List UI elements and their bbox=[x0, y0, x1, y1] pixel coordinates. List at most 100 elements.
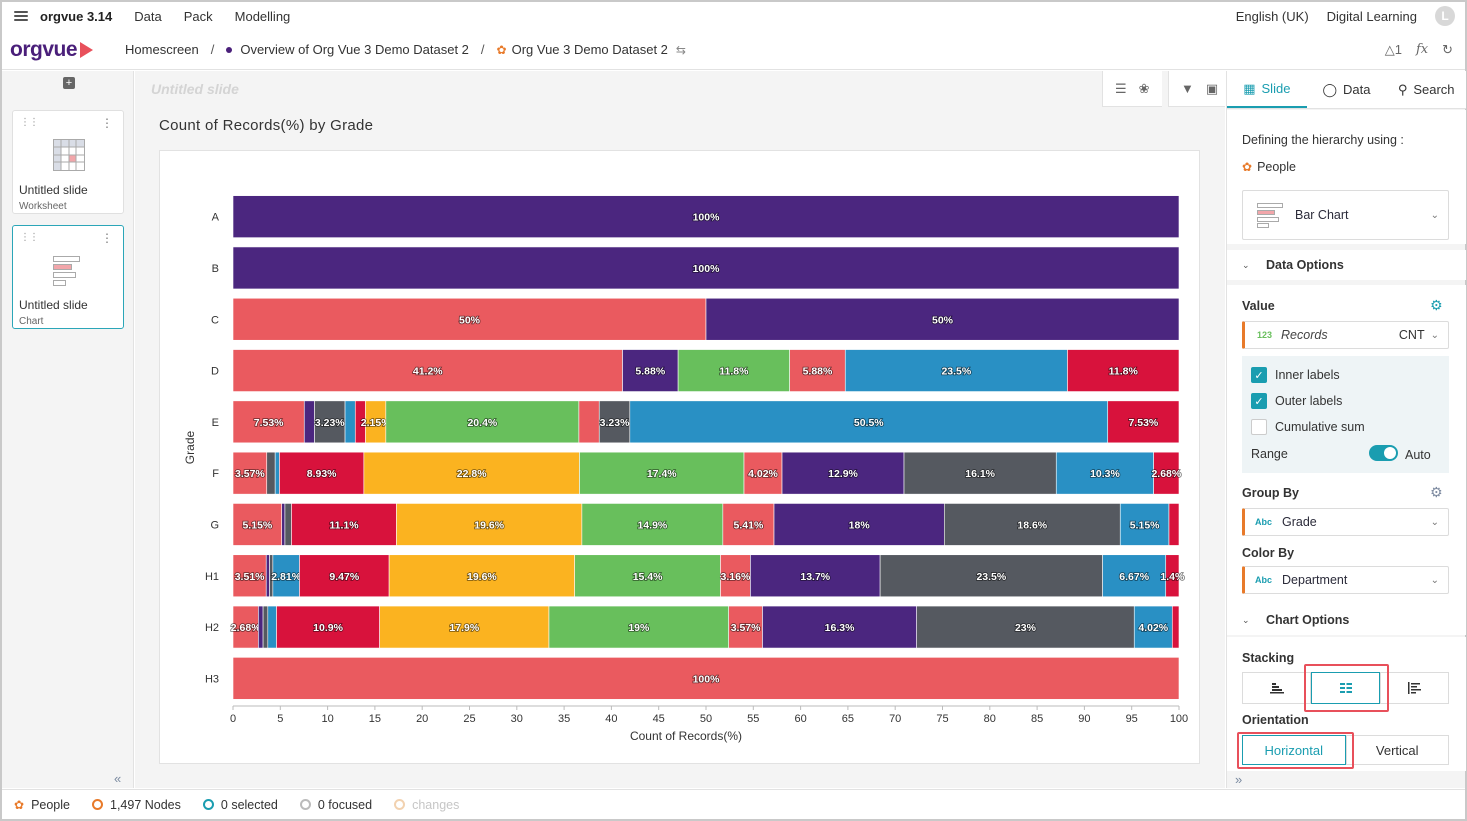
range-auto-toggle[interactable] bbox=[1369, 445, 1398, 461]
tab-data[interactable]: ◯ Data bbox=[1322, 81, 1371, 98]
filter-icon[interactable]: ▼ bbox=[1181, 81, 1194, 96]
inner-labels-checkbox[interactable]: ✓ Inner labels bbox=[1251, 367, 1340, 383]
avatar[interactable]: L bbox=[1435, 6, 1455, 26]
palette-icon[interactable]: ❀ bbox=[1138, 80, 1150, 96]
stacking-stacked-button[interactable] bbox=[1380, 672, 1449, 704]
pack-dot-icon bbox=[226, 46, 233, 53]
people-paw-icon: ✿ bbox=[496, 42, 507, 57]
orientation-vertical-button[interactable]: Vertical bbox=[1345, 735, 1449, 765]
bar-segment bbox=[677, 349, 790, 392]
outer-labels-checkbox[interactable]: ✓ Outer labels bbox=[1251, 393, 1342, 409]
bar-segment bbox=[232, 451, 268, 495]
status-selected[interactable]: 0 selected bbox=[202, 798, 278, 812]
orientation-horizontal-button[interactable]: Horizontal bbox=[1242, 735, 1346, 765]
bar-segment bbox=[773, 503, 945, 546]
people-paw-icon: ✿ bbox=[1242, 160, 1253, 174]
color-by-select[interactable]: Abc Department ⌄ bbox=[1242, 566, 1449, 594]
panel-icon[interactable]: ▣ bbox=[1205, 80, 1219, 96]
bar-segment bbox=[274, 451, 280, 495]
value-settings-gear-icon[interactable]: ⚙ bbox=[1430, 297, 1443, 313]
orgvue-logo[interactable]: orgvue bbox=[10, 38, 94, 62]
sync-icon[interactable]: ↻ bbox=[1442, 41, 1453, 57]
menu-pack[interactable]: Pack bbox=[183, 8, 213, 24]
y-tick-label: H3 bbox=[205, 673, 219, 685]
x-tick-label: 60 bbox=[794, 713, 806, 725]
y-tick-label: H1 bbox=[205, 571, 219, 583]
breadcrumb-dataset[interactable]: Org Vue 3 Demo Dataset 2 bbox=[511, 42, 668, 57]
kebab-menu-icon[interactable]: ⋮ bbox=[101, 116, 113, 130]
value-field: Records bbox=[1281, 328, 1328, 342]
language-selector[interactable]: English (UK) bbox=[1235, 8, 1309, 24]
bar-segment bbox=[781, 451, 905, 495]
focused-icon bbox=[299, 799, 311, 810]
expand-right-icon[interactable]: » bbox=[1235, 772, 1243, 787]
menu-modelling[interactable]: Modelling bbox=[234, 8, 291, 24]
data-label: 19.6% bbox=[474, 519, 504, 531]
data-label: 5.15% bbox=[242, 519, 272, 531]
node-count-icon[interactable]: △1 bbox=[1384, 41, 1402, 57]
slide-type: Chart bbox=[19, 316, 44, 327]
data-label: 2.81% bbox=[271, 571, 301, 583]
status-changes[interactable]: changes bbox=[394, 798, 459, 812]
formula-icon[interactable]: fx bbox=[1415, 41, 1429, 57]
bar-segment bbox=[258, 605, 264, 649]
slide-thumb-chart[interactable]: ⋮⋮ ⋮ Untitled slide Chart bbox=[12, 225, 124, 329]
slide-title: Untitled slide bbox=[19, 183, 88, 197]
tab-slide[interactable]: ▦ Slide bbox=[1227, 71, 1307, 108]
slide-thumb-worksheet[interactable]: ⋮⋮ ⋮ Untitled slide Worksheet bbox=[12, 110, 124, 214]
status-nodes[interactable]: 1,497 Nodes bbox=[92, 798, 181, 812]
stacking-percent-button[interactable] bbox=[1311, 672, 1380, 704]
menu-data[interactable]: Data bbox=[134, 8, 162, 24]
workspace-name[interactable]: Digital Learning bbox=[1326, 8, 1417, 24]
bar-segment bbox=[629, 400, 1109, 444]
status-focused[interactable]: 0 focused bbox=[299, 798, 372, 812]
data-label: 9.47% bbox=[329, 571, 359, 583]
group-by-select[interactable]: Abc Grade ⌄ bbox=[1242, 508, 1449, 536]
group-by-settings-gear-icon[interactable]: ⚙ bbox=[1430, 484, 1443, 500]
chart-title: Count of Records(%) by Grade bbox=[159, 117, 374, 134]
status-dataset[interactable]: ✿ People bbox=[14, 797, 70, 812]
data-label: 15.4% bbox=[633, 571, 663, 583]
drag-handle-icon[interactable]: ⋮⋮ bbox=[20, 232, 39, 243]
data-label: 17.4% bbox=[647, 468, 677, 480]
kebab-menu-icon[interactable]: ⋮ bbox=[101, 231, 113, 245]
tab-search[interactable]: ⚲ Search bbox=[1397, 81, 1455, 98]
y-tick-label: E bbox=[212, 417, 219, 429]
bar-segment bbox=[266, 451, 276, 495]
data-label: 3.23% bbox=[600, 417, 630, 429]
view-toolbar: ☰ ❀ bbox=[1102, 71, 1162, 107]
breadcrumb-home[interactable]: Homescreen bbox=[125, 42, 199, 57]
collapse-left-icon[interactable]: « bbox=[114, 771, 122, 786]
chart-tab-icon: ▦ bbox=[1243, 80, 1256, 96]
data-label: 2.15% bbox=[361, 417, 391, 429]
drag-handle-icon[interactable]: ⋮⋮ bbox=[20, 117, 39, 128]
cumulative-sum-checkbox[interactable]: Cumulative sum bbox=[1251, 419, 1365, 435]
chart-options-header[interactable]: ⌄ Chart Options bbox=[1227, 605, 1466, 635]
bar-segment bbox=[279, 451, 365, 495]
y-tick-label: B bbox=[212, 263, 219, 275]
selected-icon bbox=[202, 799, 214, 810]
data-label: 16.1% bbox=[965, 468, 995, 480]
chart-type-select[interactable]: Bar Chart ⌄ bbox=[1242, 190, 1449, 240]
data-options-header[interactable]: ⌄ Data Options bbox=[1227, 250, 1466, 280]
breadcrumb: orgvue Homescreen / Overview of Org Vue … bbox=[2, 30, 1465, 70]
bar-segment bbox=[379, 605, 550, 649]
hierarchy-value: ✿ People bbox=[1242, 160, 1296, 174]
slide-title-input[interactable]: Untitled slide bbox=[151, 81, 239, 97]
data-label: 16.3% bbox=[825, 622, 855, 634]
orientation-label: Orientation bbox=[1242, 713, 1309, 727]
data-label: 1.4% bbox=[1160, 571, 1185, 583]
stacking-grouped-button[interactable] bbox=[1242, 672, 1311, 704]
breadcrumb-overview[interactable]: Overview of Org Vue 3 Demo Dataset 2 bbox=[240, 42, 469, 57]
refresh-link-icon[interactable]: ⇆ bbox=[675, 42, 686, 57]
add-slide-button[interactable]: + bbox=[63, 77, 75, 89]
menu-bar: orgvue 3.14 Data Pack Modelling English … bbox=[2, 2, 1465, 30]
data-label: 11.8% bbox=[1109, 366, 1139, 378]
bar-segment bbox=[344, 400, 356, 444]
value-field-select[interactable]: 123 Records CNT ⌄ bbox=[1242, 321, 1449, 349]
data-label: 18.6% bbox=[1017, 519, 1047, 531]
range-label: Range bbox=[1251, 447, 1288, 461]
hamburger-icon[interactable] bbox=[14, 11, 28, 21]
data-label: 7.53% bbox=[1128, 417, 1158, 429]
list-view-icon[interactable]: ☰ bbox=[1115, 80, 1127, 96]
